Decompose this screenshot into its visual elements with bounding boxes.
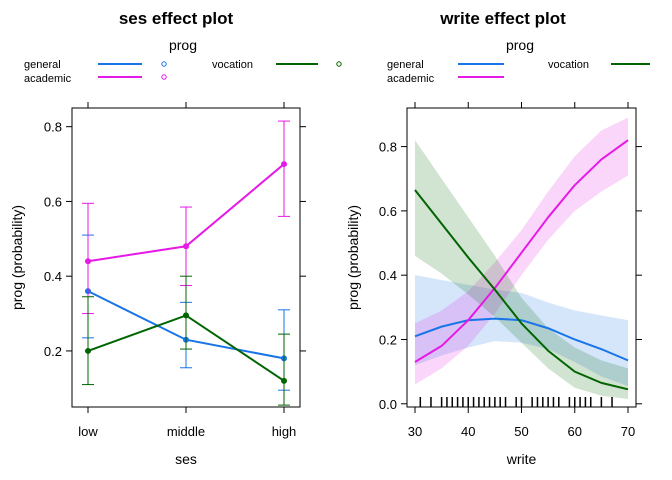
y-axis-label: prog (probability) — [9, 205, 25, 310]
data-point-vocation — [85, 347, 91, 354]
data-point-academic — [281, 161, 287, 168]
x-tick-label: low — [78, 424, 98, 439]
x-tick-label: high — [272, 424, 297, 439]
y-tick-label: 0.6 — [44, 194, 62, 209]
panel-1: ses effect plot prog general academic vocati… — [9, 9, 342, 467]
legend-label-vocation: vocation — [212, 59, 253, 71]
y-tick-label: 0.6 — [379, 204, 397, 219]
y-axis-label: prog (probability) — [345, 205, 361, 310]
series-line-academic — [414, 139, 629, 363]
series-academic — [82, 120, 290, 315]
legend-point-vocation — [336, 61, 342, 67]
x-axis-label: ses — [175, 451, 197, 467]
chart-title: write effect plot — [439, 9, 566, 28]
legend-label-general: general — [387, 59, 424, 71]
series-line-general — [414, 317, 629, 362]
panel-2: write effect plot prog general academic voca… — [345, 9, 650, 467]
y-tick-label: 0.2 — [379, 332, 397, 347]
y-tick-label: 0.2 — [44, 344, 62, 359]
x-tick-label: middle — [167, 424, 205, 439]
plot-frame — [71, 107, 301, 408]
data-point-vocation — [281, 377, 287, 384]
legend: prog general academic vocation — [387, 37, 650, 85]
y-tick-label: 0.0 — [379, 397, 397, 412]
legend-label-vocation: vocation — [548, 59, 589, 71]
series-line-vocation — [414, 189, 629, 391]
legend-title: prog — [169, 37, 197, 53]
legend-point-general — [161, 61, 167, 67]
legend-point-academic — [161, 74, 167, 80]
legend-title: prog — [506, 37, 534, 53]
x-tick-label: 60 — [568, 424, 582, 439]
data-point-academic — [85, 258, 91, 265]
y-tick-label: 0.4 — [44, 269, 62, 284]
y-tick-label: 0.4 — [379, 268, 397, 283]
x-axis-label: write — [506, 451, 537, 467]
confidence-band-vocation — [414, 140, 629, 399]
y-tick-label: 0.8 — [379, 140, 397, 155]
legend: prog general academic vocation — [24, 37, 342, 85]
confidence-band-general — [414, 275, 629, 387]
x-tick-label: 50 — [514, 424, 528, 439]
series-vocation — [82, 275, 290, 406]
rug — [419, 397, 613, 407]
legend-label-general: general — [24, 59, 61, 71]
x-tick-label: 40 — [461, 424, 475, 439]
legend-label-academic: academic — [24, 73, 72, 85]
y-tick-label: 0.8 — [44, 120, 62, 135]
chart-title: ses effect plot — [119, 9, 234, 28]
x-tick-label: 70 — [621, 424, 635, 439]
x-tick-label: 30 — [408, 424, 422, 439]
data-point-vocation — [183, 312, 189, 319]
legend-label-academic: academic — [387, 73, 435, 85]
plot-frame — [406, 107, 637, 408]
data-point-academic — [183, 243, 189, 250]
